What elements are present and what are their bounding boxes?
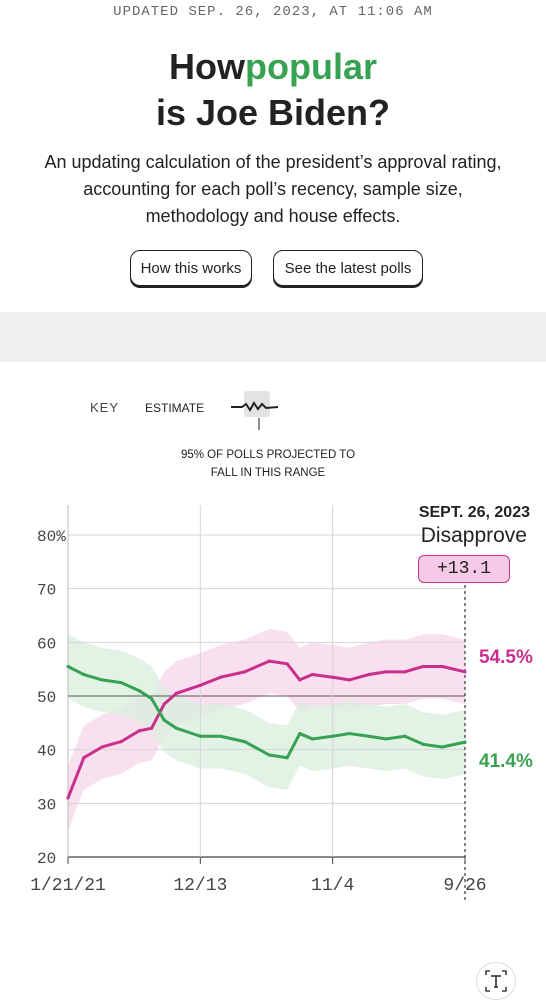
key-label: KEY	[90, 400, 120, 415]
axis-labels: 80% 70 60 50 40 30 20 1/21/21 12/13 11/4 9/26	[30, 528, 486, 896]
disapprove-point	[119, 740, 123, 744]
approve-point	[267, 753, 271, 757]
page-title: Howpopular is Joe Biden?	[0, 44, 546, 136]
text-format-icon	[485, 970, 507, 992]
disapprove-point	[137, 729, 141, 733]
disapprove-point	[267, 659, 271, 663]
approve-point	[119, 680, 123, 685]
annotation-label: Disapprove	[420, 524, 527, 547]
y-tick-label: 80%	[37, 528, 66, 546]
approve-point	[384, 737, 388, 741]
annotation-date: SEPT. 26, 2023	[418, 504, 530, 521]
approve-point	[440, 745, 444, 749]
approve-point	[242, 740, 247, 744]
disapprove-point	[162, 702, 166, 706]
approve-point	[347, 731, 351, 736]
approve-point	[403, 734, 407, 738]
disapprove-point	[242, 670, 247, 674]
approve-point	[100, 678, 104, 682]
approve-point	[219, 734, 223, 738]
approve-point	[421, 742, 425, 746]
y-tick-label: 70	[37, 582, 56, 600]
disapprove-point	[331, 675, 335, 679]
disapprove-point	[150, 726, 154, 730]
approve-point	[137, 689, 141, 693]
disapprove-point	[174, 691, 178, 695]
title-line-2: is Joe Biden?	[155, 92, 391, 133]
approve-point	[174, 726, 178, 730]
disapprove-end-label: 54.5%	[479, 647, 533, 668]
section-divider-band	[0, 312, 546, 362]
key-range-line: FALL IN THIS RANGE	[210, 467, 326, 479]
latest-polls-button[interactable]: See the latest polls	[273, 250, 423, 286]
title-how: How	[169, 46, 245, 87]
approve-point	[331, 734, 335, 738]
x-tick-label: 12/13	[173, 876, 227, 896]
approve-point	[285, 756, 289, 760]
approve-point	[66, 664, 70, 669]
disapprove-range-band	[68, 628, 465, 831]
approve-point	[298, 731, 302, 736]
page-subtitle: An updating calculation of the president…	[0, 149, 546, 230]
key-estimate-line	[231, 401, 279, 412]
approve-end-label: 41.4%	[479, 751, 533, 772]
x-tick-label: 1/21/21	[30, 876, 106, 896]
text-format-button[interactable]	[476, 962, 516, 1000]
disapprove-point	[310, 672, 314, 677]
disapprove-point	[82, 756, 86, 760]
series-lines	[66, 659, 467, 800]
y-tick-label: 30	[37, 796, 56, 814]
disapprove-point	[421, 664, 425, 669]
key-range-line: 95% OF POLLS PROJECTED TO	[180, 449, 356, 461]
disapprove-point	[403, 670, 407, 674]
y-tick-label: 20	[37, 850, 56, 868]
approve-point	[367, 734, 371, 738]
y-tick-label: 50	[37, 689, 56, 707]
subtitle-line: An updating calculation of the president…	[44, 152, 502, 172]
y-tick-label: 60	[37, 635, 56, 653]
y-tick-label: 40	[37, 743, 56, 761]
approve-point	[150, 697, 154, 701]
disapprove-point	[285, 662, 289, 666]
x-tick-label: 9/26	[443, 876, 486, 896]
disapprove-point	[100, 745, 104, 749]
approve-point	[198, 734, 202, 738]
chart-grid	[67, 505, 466, 900]
disapprove-point	[367, 672, 371, 677]
disapprove-point	[219, 675, 223, 679]
approve-range-band	[68, 634, 465, 790]
key-estimate-glyph	[231, 391, 279, 430]
approve-point	[310, 737, 314, 741]
x-tick-label: 11/4	[311, 876, 354, 896]
disapprove-point	[347, 678, 351, 682]
range-bands	[68, 628, 465, 831]
disapprove-point	[198, 683, 202, 687]
disapprove-point	[440, 664, 444, 669]
disapprove-point	[66, 796, 70, 800]
approve-point	[162, 718, 166, 722]
title-accent: popular	[245, 46, 377, 87]
subtitle-line: accounting for each poll’s recency, samp…	[83, 179, 463, 199]
subtitle-line: methodology and house effects.	[145, 206, 401, 226]
disapprove-point	[384, 670, 388, 674]
disapprove-point	[298, 678, 302, 682]
key-estimate-label: ESTIMATE	[145, 401, 205, 415]
disapprove-point	[463, 670, 467, 674]
key-range-label: 95% OF POLLS PROJECTED TO FALL IN THIS R…	[150, 446, 386, 482]
approve-point	[463, 740, 467, 744]
margin-badge: +13.1	[418, 555, 510, 583]
how-this-works-button[interactable]: How this works	[130, 250, 252, 286]
approve-point	[82, 672, 86, 677]
updated-timestamp: UPDATED SEP. 26, 2023, AT 11:06 AM	[113, 4, 433, 20]
key-range-swatch	[244, 391, 270, 417]
